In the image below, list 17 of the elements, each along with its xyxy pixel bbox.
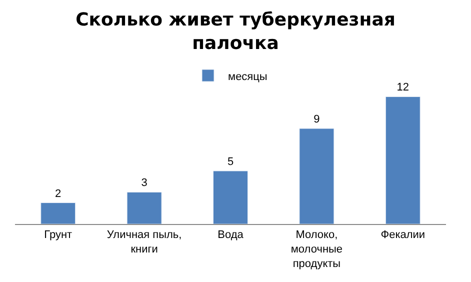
- data-label: 5: [227, 156, 234, 168]
- data-label: 9: [314, 114, 320, 126]
- x-tick-label: Грунт: [44, 229, 72, 242]
- bar: [126, 192, 162, 224]
- x-tick-label: Уличная пыль, книги: [106, 229, 182, 256]
- data-label: 3: [141, 177, 148, 190]
- bar: [213, 170, 248, 224]
- data-label: 2: [55, 188, 62, 200]
- bar: [40, 202, 76, 224]
- data-label: 12: [396, 82, 410, 94]
- bar: [299, 128, 334, 224]
- x-tick-label: Молоко, молочные продукты: [290, 229, 343, 270]
- legend-label: месяцы: [228, 70, 268, 83]
- bar: [385, 96, 420, 224]
- x-tick-label: Вода: [218, 229, 244, 242]
- x-tick-label: Фекалии: [380, 229, 426, 242]
- chart-title: Сколько живет туберкулезная палочка: [76, 9, 396, 54]
